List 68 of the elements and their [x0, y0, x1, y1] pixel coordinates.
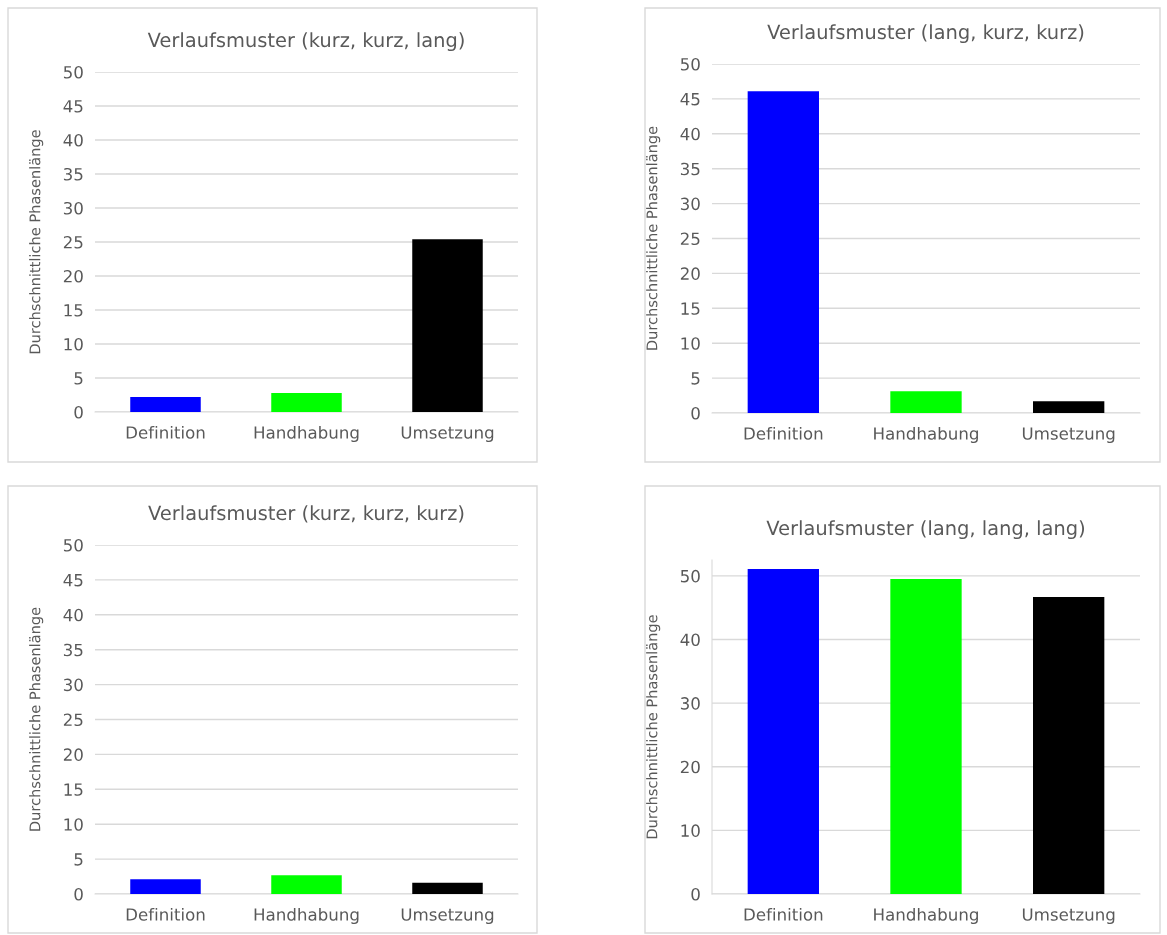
- y-tick-label: 5: [74, 853, 83, 866]
- y-tick-label: 30: [63, 678, 83, 692]
- bar: [747, 568, 819, 894]
- y-tick-label: 50: [63, 65, 83, 79]
- x-tick-label: Definition: [126, 425, 205, 439]
- y-tick-label: 35: [63, 643, 83, 657]
- y-tick-label: 45: [63, 574, 83, 587]
- x-tick-label: Definition: [126, 907, 205, 921]
- y-tick-label: 50: [63, 538, 83, 552]
- y-tick-label: 25: [63, 713, 83, 727]
- y-tick-label: 15: [64, 304, 83, 317]
- chart-title: Verlaufsmuster (lang, lang, lang): [766, 520, 1085, 540]
- y-tick-label: 5: [74, 372, 83, 385]
- y-tick-label: 15: [681, 302, 700, 315]
- x-tick-label: Handhabung: [874, 907, 978, 925]
- x-tick-label: Umsetzung: [1022, 427, 1115, 444]
- y-tick-label: 50: [680, 57, 700, 71]
- bar: [747, 91, 819, 413]
- y-tick-label: 20: [680, 267, 700, 280]
- x-tick-label: Definition: [744, 426, 823, 440]
- x-tick-label: Handhabung: [874, 426, 978, 444]
- y-axis-title: Durchschnittliche Phasenlänge: [646, 126, 661, 350]
- y-tick-label: 35: [680, 162, 700, 176]
- y-tick-label: 20: [63, 748, 83, 761]
- x-tick-label: Handhabung: [254, 907, 359, 925]
- chart-title: Verlaufsmuster (lang, kurz, kurz): [767, 24, 1084, 44]
- x-tick-label: Umsetzung: [1022, 908, 1115, 925]
- bar: [890, 391, 962, 413]
- y-tick-label: 45: [63, 100, 83, 113]
- y-tick-label: 10: [64, 818, 83, 831]
- bar: [271, 392, 342, 412]
- y-tick-label: 50: [680, 569, 700, 583]
- bar: [1033, 401, 1105, 413]
- bar: [890, 579, 962, 894]
- y-axis-title: Durchschnittliche Phasenlänge: [646, 615, 661, 839]
- chart-title: Verlaufsmuster (kurz, kurz, lang): [147, 32, 464, 52]
- y-tick-label: 25: [680, 232, 700, 246]
- y-tick-label: 20: [63, 269, 83, 283]
- x-tick-label: Definition: [744, 907, 823, 921]
- y-tick-label: 0: [691, 406, 700, 420]
- y-tick-label: 45: [680, 93, 700, 106]
- y-tick-label: 40: [680, 633, 700, 647]
- y-axis-title: Durchschnittliche Phasenlänge: [29, 130, 44, 354]
- y-tick-label: 40: [680, 127, 700, 141]
- chart-title: Verlaufsmuster (kurz, kurz, kurz): [148, 505, 464, 523]
- y-tick-label: 0: [74, 887, 83, 901]
- y-tick-label: 25: [63, 235, 83, 249]
- y-tick-label: 30: [680, 197, 700, 211]
- x-tick-label: Umsetzung: [401, 908, 494, 925]
- y-axis-title: Durchschnittliche Phasenlänge: [29, 607, 44, 831]
- bar: [412, 239, 483, 412]
- y-tick-label: 10: [681, 337, 700, 350]
- y-tick-label: 10: [681, 824, 700, 837]
- bar: [130, 397, 201, 412]
- y-tick-label: 35: [63, 167, 83, 181]
- y-tick-label: 30: [680, 697, 700, 710]
- x-tick-label: Umsetzung: [401, 426, 494, 443]
- y-tick-label: 40: [63, 608, 83, 622]
- x-tick-label: Handhabung: [254, 425, 359, 443]
- y-tick-label: 0: [691, 887, 700, 901]
- y-tick-label: 10: [64, 337, 83, 351]
- bar: [1033, 596, 1105, 894]
- y-tick-label: 15: [64, 783, 83, 796]
- y-tick-label: 40: [63, 133, 83, 147]
- y-tick-label: 20: [680, 760, 700, 774]
- y-tick-label: 0: [74, 405, 83, 419]
- y-tick-label: 30: [63, 201, 83, 215]
- y-tick-label: 5: [691, 372, 700, 385]
